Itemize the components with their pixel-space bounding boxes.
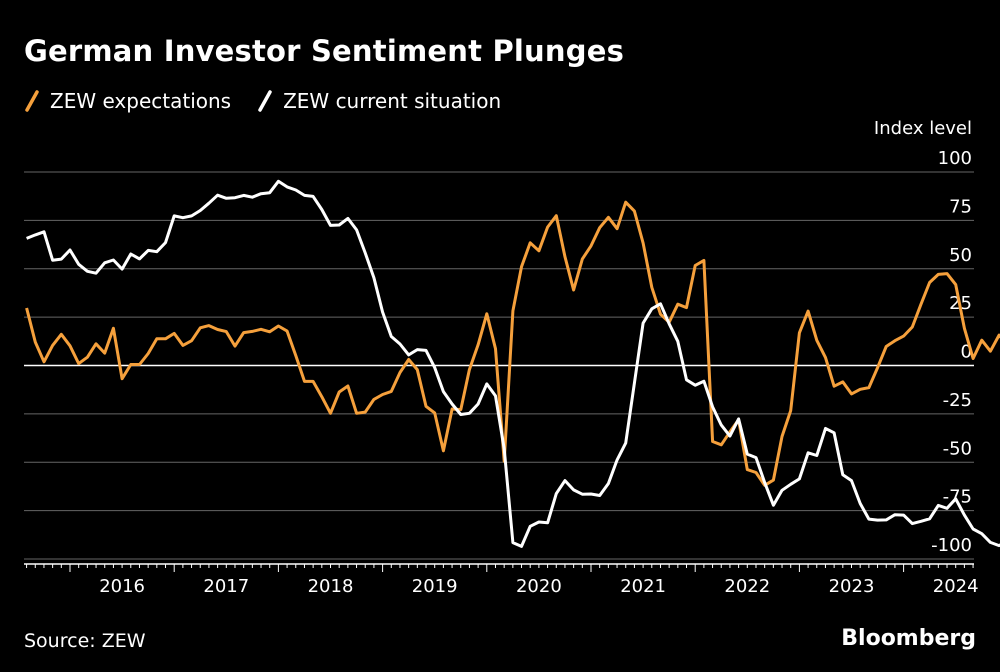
x-tick-label: 2023: [829, 576, 875, 597]
y-axis-label: Index level: [874, 118, 972, 139]
x-tick-label: 2024: [933, 576, 979, 597]
x-tick-label: 2021: [620, 576, 666, 597]
legend-item-expectations: ZEW expectations: [24, 89, 231, 113]
legend: ZEW expectations ZEW current situation: [24, 88, 527, 114]
legend-swatch-current: [258, 90, 272, 112]
bloomberg-logo: Bloomberg: [841, 626, 976, 651]
y-tick-label: -50: [943, 438, 972, 459]
y-tick-label: -100: [931, 535, 972, 556]
legend-item-current: ZEW current situation: [257, 89, 501, 113]
x-tick-label: 2022: [724, 576, 770, 597]
x-tick-label: 2016: [99, 576, 145, 597]
legend-label-expectations: ZEW expectations: [50, 89, 232, 113]
chart-title: German Investor Sentiment Plunges: [24, 34, 625, 68]
legend-label-current: ZEW current situation: [283, 89, 502, 113]
source-note: Source: ZEW: [24, 630, 146, 652]
series-line-expectations: [25, 200, 1000, 487]
y-tick-label: 75: [949, 196, 972, 217]
x-axis: 2016201720182019202020212022202320242025: [24, 563, 979, 597]
x-tick-label: 2020: [516, 576, 562, 597]
grid-lines: [24, 171, 974, 560]
legend-swatch-expectations: [25, 90, 39, 112]
y-tick-label: 50: [949, 245, 972, 266]
x-tick-label: 2019: [412, 576, 458, 597]
series-lines: [25, 179, 1000, 548]
series-line-current: [26, 179, 1000, 548]
x-tick-label: 2018: [308, 576, 354, 597]
x-tick-label: 2017: [203, 576, 249, 597]
y-tick-label: -25: [943, 390, 972, 411]
y-tick-label: 100: [938, 148, 972, 169]
y-tick-label: -75: [943, 487, 972, 508]
y-tick-label: 0: [961, 342, 972, 363]
